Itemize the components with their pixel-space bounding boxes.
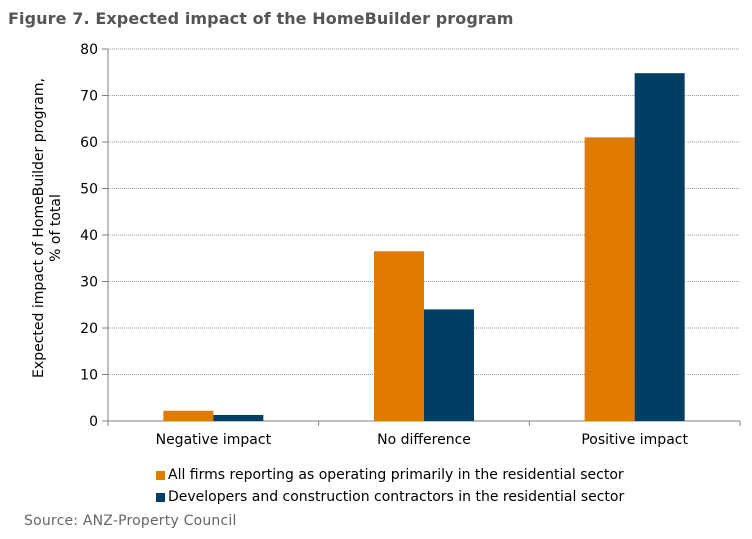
x-category-label: Positive impact: [581, 432, 688, 448]
legend-label-all-firms: All firms reporting as operating primari…: [168, 467, 624, 483]
y-tick-label: 20: [80, 321, 98, 337]
y-tick-label: 80: [80, 42, 98, 58]
source-note: Source: ANZ-Property Council: [24, 513, 237, 529]
chart-title: Figure 7. Expected impact of the HomeBui…: [8, 9, 514, 28]
bar-developers-no-difference: [424, 309, 474, 421]
legend: All firms reporting as operating primari…: [156, 464, 624, 508]
x-category-label: Negative impact: [156, 432, 272, 448]
y-tick-label: 50: [80, 182, 98, 198]
bar-developers-negative-impact: [213, 414, 264, 421]
bar-all-firms-no-difference: [374, 251, 424, 421]
y-tick-label: 70: [80, 89, 98, 105]
legend-swatch-developers: [156, 492, 165, 502]
legend-label-developers: Developers and construction contractors …: [168, 489, 625, 505]
y-tick-label: 0: [89, 414, 98, 430]
y-tick-label: 40: [80, 228, 98, 244]
legend-item-developers: Developers and construction contractors …: [156, 486, 624, 508]
bar-developers-positive-impact: [634, 73, 685, 422]
y-tick-label: 60: [80, 135, 98, 151]
legend-swatch-all-firms: [156, 470, 165, 480]
legend-item-all-firms: All firms reporting as operating primari…: [156, 464, 624, 486]
y-tick-label: 30: [80, 275, 98, 291]
bar-all-firms-negative-impact: [163, 410, 214, 421]
bar-all-firms-positive-impact: [584, 137, 635, 421]
x-category-label: No difference: [377, 432, 471, 448]
y-tick-label: 10: [80, 368, 98, 384]
